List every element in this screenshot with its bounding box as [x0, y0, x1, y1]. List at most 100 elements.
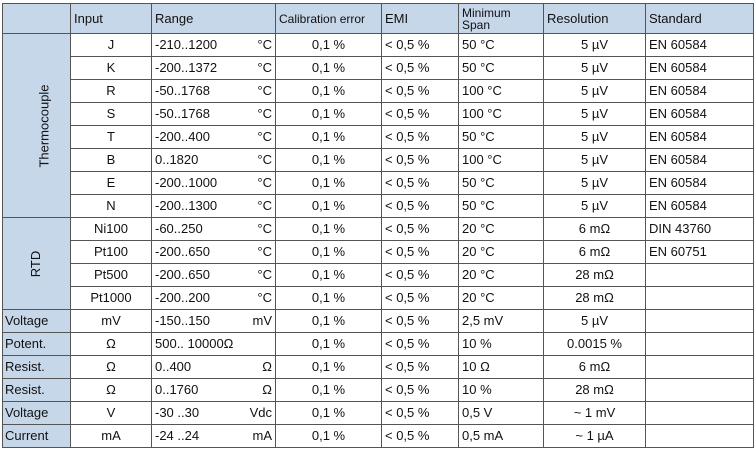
range-value: 0..1820 — [155, 152, 199, 167]
input-type: Ω — [70, 378, 152, 402]
range-unit: °C — [257, 60, 272, 75]
table-row: Pt100 -200..650 °C 0,1 % < 0,5 % 20 °C 6 mΩ EN … — [3, 240, 754, 264]
calibration-error: 0,1 % — [275, 171, 382, 195]
range-value: -200..650 — [155, 244, 210, 259]
range-value: -50..1768 — [155, 106, 210, 121]
range-unit: Ω — [262, 359, 272, 374]
resolution-value: 6 mΩ — [543, 217, 646, 241]
standard-value: EN 60751 — [645, 240, 754, 264]
header-calibration-error: Calibration error — [275, 3, 382, 34]
input-type: Pt500 — [70, 263, 152, 287]
emi-value: < 0,5 % — [381, 217, 459, 241]
range-value: -210..1200 — [155, 37, 218, 52]
minimum-span: 50 °C — [458, 171, 544, 195]
resolution-value: 0.0015 % — [543, 332, 646, 356]
range-value: -50..1768 — [155, 83, 210, 98]
minimum-span: 100 °C — [458, 148, 544, 172]
resolution-value: 28 mΩ — [543, 263, 646, 287]
resolution-value: 6 mΩ — [543, 240, 646, 264]
range-value: -200..1300 — [155, 198, 218, 213]
minimum-span: 50 °C — [458, 125, 544, 149]
range-unit: °C — [257, 175, 272, 190]
emi-value: < 0,5 % — [381, 240, 459, 264]
table-row: Resist. Ω 0..1760 Ω 0,1 % < 0,5 % 10 % 28 mΩ — [2, 378, 754, 402]
calibration-error: 0,1 % — [275, 378, 382, 402]
range-value: -200..200 — [155, 290, 210, 305]
minimum-span: 50 °C — [458, 194, 544, 218]
calibration-error: 0,1 % — [275, 240, 382, 264]
row-label: Potent. — [2, 332, 71, 356]
table-row: B 0..1820 °C 0,1 % < 0,5 % 100 °C 5 µV EN 60584 — [3, 148, 754, 172]
header-resolution: Resolution — [543, 3, 646, 34]
header-corner — [2, 3, 71, 34]
standard-value: EN 60584 — [645, 79, 754, 103]
input-type: S — [70, 102, 152, 126]
minimum-span: 20 °C — [458, 286, 544, 310]
input-type: B — [70, 148, 152, 172]
table-row: T -200..400 °C 0,1 % < 0,5 % 50 °C 5 µV EN 6058… — [3, 125, 754, 149]
minimum-span: 2,5 mV — [458, 309, 544, 333]
input-type: K — [70, 56, 152, 80]
standard-value — [645, 355, 754, 379]
emi-value: < 0,5 % — [381, 355, 459, 379]
calibration-error: 0,1 % — [275, 424, 382, 448]
range-cell: -60..250 °C — [151, 217, 276, 241]
table-row: K -200..1372 °C 0,1 % < 0,5 % 50 °C 5 µV EN 605… — [3, 56, 754, 80]
input-type: mV — [70, 309, 152, 333]
range-cell: -50..1768 °C — [151, 102, 276, 126]
minimum-span: 20 °C — [458, 263, 544, 287]
minimum-span: 100 °C — [458, 102, 544, 126]
range-unit: °C — [257, 290, 272, 305]
emi-value: < 0,5 % — [381, 56, 459, 80]
standard-value — [645, 332, 754, 356]
range-value: -200..1000 — [155, 175, 218, 190]
standard-value — [645, 309, 754, 333]
standard-value — [645, 378, 754, 402]
emi-value: < 0,5 % — [381, 378, 459, 402]
minimum-span: 20 °C — [458, 217, 544, 241]
range-cell: -24 ..24 mA — [151, 424, 276, 448]
header-emi: EMI — [381, 3, 459, 34]
header-range: Range — [151, 3, 276, 34]
header-input: Input — [70, 3, 152, 34]
minimum-span: 10 % — [458, 378, 544, 402]
range-value: -200..650 — [155, 267, 210, 282]
emi-value: < 0,5 % — [381, 171, 459, 195]
range-unit: mV — [252, 313, 273, 328]
calibration-error: 0,1 % — [275, 332, 382, 356]
input-type: Ω — [70, 332, 152, 356]
emi-value: < 0,5 % — [381, 79, 459, 103]
resolution-value: 5 µV — [543, 56, 646, 80]
range-value: -150..150 — [155, 313, 210, 328]
header-standard: Standard — [645, 3, 754, 34]
input-type: V — [70, 401, 152, 425]
input-type: Pt100 — [70, 240, 152, 264]
emi-value: < 0,5 % — [381, 194, 459, 218]
calibration-error: 0,1 % — [275, 309, 382, 333]
range-cell: -200..650 °C — [151, 263, 276, 287]
standard-value — [645, 286, 754, 310]
range-unit: °C — [257, 129, 272, 144]
calibration-error: 0,1 % — [275, 56, 382, 80]
range-cell: -200..400 °C — [151, 125, 276, 149]
range-cell: 0..400 Ω — [151, 355, 276, 379]
minimum-span: 100 °C — [458, 79, 544, 103]
range-cell: 500.. 10000Ω — [151, 332, 276, 356]
emi-value: < 0,5 % — [381, 309, 459, 333]
calibration-error: 0,1 % — [275, 286, 382, 310]
range-unit: °C — [257, 83, 272, 98]
row-label: Current — [2, 424, 71, 448]
standard-value — [645, 401, 754, 425]
emi-value: < 0,5 % — [381, 148, 459, 172]
minimum-span: 50 °C — [458, 33, 544, 57]
resolution-value: ~ 1 mV — [543, 401, 646, 425]
standard-value: EN 60584 — [645, 33, 754, 57]
table-row: Current mA -24 ..24 mA 0,1 % < 0,5 % 0,5 mA ~ 1… — [2, 424, 754, 448]
calibration-error: 0,1 % — [275, 102, 382, 126]
range-value: -60..250 — [155, 221, 203, 236]
emi-value: < 0,5 % — [381, 125, 459, 149]
range-unit: °C — [257, 221, 272, 236]
minimum-span: 0,5 mA — [458, 424, 544, 448]
range-unit: °C — [257, 37, 272, 52]
table-row: N -200..1300 °C 0,1 % < 0,5 % 50 °C 5 µV EN 605… — [3, 194, 754, 218]
